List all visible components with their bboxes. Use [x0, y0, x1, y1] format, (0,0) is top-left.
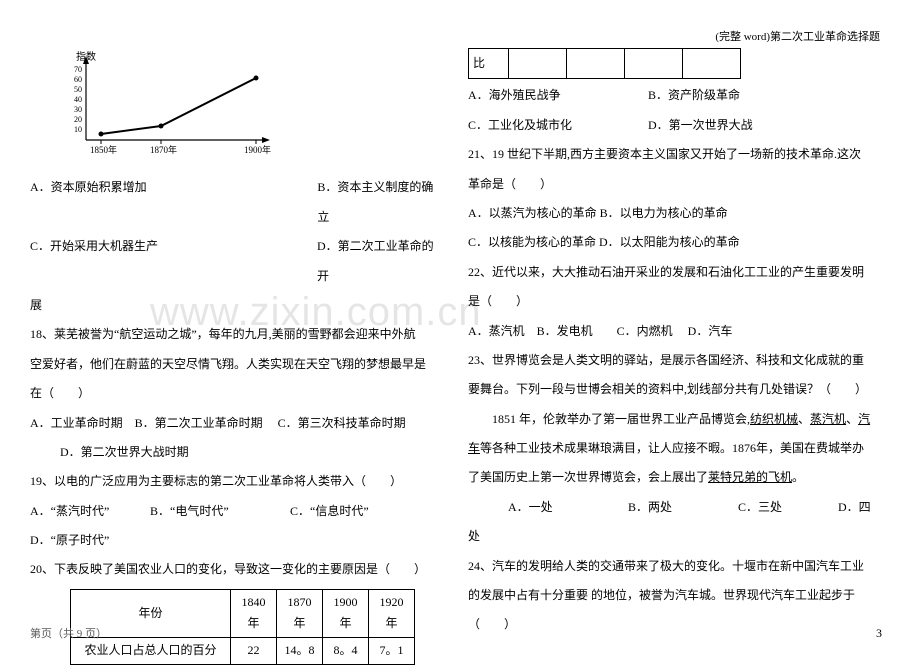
left-column: 指数 10 20 30 40 50 60 70 1850年 1870年	[30, 48, 440, 665]
line-chart: 指数 10 20 30 40 50 60 70 1850年 1870年	[46, 48, 276, 158]
svg-text:70: 70	[74, 65, 82, 74]
q23-opts: A．一处 B．两处 C．三处 D．四	[468, 493, 888, 522]
q20-stem: 20、下表反映了美国农业人口的变化，导致这一变化的主要原因是（ ）	[30, 555, 440, 584]
q22-opts: A．蒸汽机 B．发电机 C．内燃机 D．汽车	[468, 317, 888, 346]
footer-left: 第页（共 9 页）	[30, 625, 107, 641]
svg-text:1900年: 1900年	[244, 144, 271, 155]
q23-stem2: 要舞台。下列一段与世博会相关的资料中,划线部分共有几处错误？（ ）	[468, 375, 888, 404]
q23-optB: B．两处	[628, 493, 738, 522]
svg-text:1850年: 1850年	[90, 144, 117, 155]
q21-stem1: 21、19 世纪下半期,西方主要资本主义国家又开始了一场新的技术革命.这次	[468, 140, 888, 169]
q23-stem1: 23、世界博览会是人类文明的驿站，是展示各国经济、科技和文化成就的重	[468, 346, 888, 375]
q23-u3b: 车	[468, 441, 480, 455]
q19-optB: B．“电气时代”	[150, 497, 290, 526]
q20r-line1: A．海外殖民战争 B．资产阶级革命	[468, 81, 888, 110]
q23-sep1: 、	[798, 412, 810, 426]
q21-l1: A．以蒸汽为核心的革命 B．以电力为核心的革命	[468, 199, 888, 228]
q24-l1: 24、汽车的发明给人类的交通带来了极大的变化。十堰市在新中国汽车工业	[468, 552, 888, 581]
td-empty	[567, 49, 625, 79]
q19-stem: 19、以电的广泛应用为主要标志的第二次工业革命将人类带入（ ）	[30, 467, 440, 496]
svg-text:1870年: 1870年	[150, 144, 177, 155]
q19-line1: A．“蒸汽时代” B．“电气时代” C．“信息时代”	[30, 497, 440, 526]
q17-optA: A．资本原始积累增加	[30, 173, 317, 232]
svg-text:50: 50	[74, 85, 82, 94]
q20r-optA: A．海外殖民战争	[468, 81, 648, 110]
q17-line1: A．资本原始积累增加 B．资本主义制度的确立	[30, 173, 440, 232]
q17-optB: B．资本主义制度的确立	[317, 173, 440, 232]
q24-l2: 的发展中占有十分重要 的地位，被誉为汽车城。世界现代汽车工业起步于	[468, 581, 888, 610]
svg-text:40: 40	[74, 95, 82, 104]
q17-optC: C．开始采用大机器生产	[30, 232, 317, 291]
table-row: 年份 1840年 1870年 1900年 1920年	[71, 589, 415, 637]
q23-para1: 1851 年，伦敦举办了第一届世界工业产品博览会,纺织机械、蒸汽机、汽	[468, 405, 888, 434]
table-row: 比	[469, 49, 741, 79]
th-y1: 1840年	[231, 589, 277, 637]
td-empty	[683, 49, 741, 79]
q19-optA: A．“蒸汽时代”	[30, 497, 150, 526]
q23-optD-tail: 处	[468, 522, 888, 551]
q23-u3a: 汽	[858, 412, 870, 426]
q20-table-cont: 比	[468, 48, 741, 79]
q17-tail: 展	[30, 291, 440, 320]
q23-optC: C．三处	[738, 493, 838, 522]
q23-p2a: 等各种工业技术成果琳琅满目，让人应接不暇。1876年，美国在费城举办	[480, 441, 864, 455]
doc-header: (完整 word)第二次工业革命选择题	[715, 28, 880, 44]
th-y4: 1920年	[369, 589, 415, 637]
td-bi: 比	[469, 49, 509, 79]
svg-text:30: 30	[74, 105, 82, 114]
q18-stem3: 在（ ）	[30, 379, 440, 408]
q23-optD: D．四	[838, 493, 871, 522]
q22-stem2: 是（ ）	[468, 287, 888, 316]
q23-u1: 纺织机械	[750, 412, 798, 426]
page-number: 3	[876, 626, 882, 641]
th-y2: 1870年	[277, 589, 323, 637]
q19-optC: C．“信息时代”	[290, 497, 369, 526]
q18-stem2: 空爱好者，他们在蔚蓝的天空尽情飞翔。人类实现在天空飞翔的梦想最早是	[30, 350, 440, 379]
q22-stem1: 22、近代以来，大大推动石油开采业的发展和石油化工工业的产生重要发明	[468, 258, 888, 287]
q23-u4: 莱特兄弟的飞机	[708, 470, 792, 484]
th-y3: 1900年	[323, 589, 369, 637]
q23-p1a: 1851 年，伦敦举办了第一届世界工业产品博览会,	[492, 412, 750, 426]
q18-opts: A．工业革命时期 B．第二次工业革命时期 C．第三次科技革命时期	[30, 409, 440, 438]
q23-sep2: 、	[846, 412, 858, 426]
q20r-line2: C．工业化及城市化 D．第一次世界大战	[468, 111, 888, 140]
q23-p3a: 了美国历史上第一次世界博览会，会上展出了	[468, 470, 708, 484]
q23-para2: 车等各种工业技术成果琳琅满目，让人应接不暇。1876年，美国在费城举办	[468, 434, 888, 463]
td-empty	[625, 49, 683, 79]
right-column: 比 A．海外殖民战争 B．资产阶级革命 C．工业化及城市化 D．第一次世界大战 …	[468, 48, 888, 665]
q23-u2: 蒸汽机	[810, 412, 846, 426]
q24-l3: （ ）	[468, 610, 888, 639]
svg-text:60: 60	[74, 75, 82, 84]
q23-para3: 了美国历史上第一次世界博览会，会上展出了莱特兄弟的飞机。	[468, 463, 888, 492]
q20-table: 年份 1840年 1870年 1900年 1920年 农业人口占总人口的百分 2…	[70, 589, 415, 665]
q20r-optD: D．第一次世界大战	[648, 111, 753, 140]
td-empty	[509, 49, 567, 79]
q19-optD: D．“原子时代”	[30, 526, 440, 555]
q20r-optC: C．工业化及城市化	[468, 111, 648, 140]
q18-optD: D．第二次世界大战时期	[30, 438, 440, 467]
q20r-optB: B．资产阶级革命	[648, 81, 740, 110]
svg-text:10: 10	[74, 125, 82, 134]
q17-line2: C．开始采用大机器生产 D．第二次工业革命的开	[30, 232, 440, 291]
q21-l2: C．以核能为核心的革命 D．以太阳能为核心的革命	[468, 228, 888, 257]
q21-stem2: 革命是（ ）	[468, 170, 888, 199]
q23-optA: A．一处	[508, 493, 628, 522]
q18-stem1: 18、莱芜被誉为“航空运动之城”，每年的九月,美丽的雪野都会迎来中外航	[30, 320, 440, 349]
q23-p3b: 。	[792, 470, 804, 484]
svg-text:20: 20	[74, 115, 82, 124]
q17-optD: D．第二次工业革命的开	[317, 232, 440, 291]
